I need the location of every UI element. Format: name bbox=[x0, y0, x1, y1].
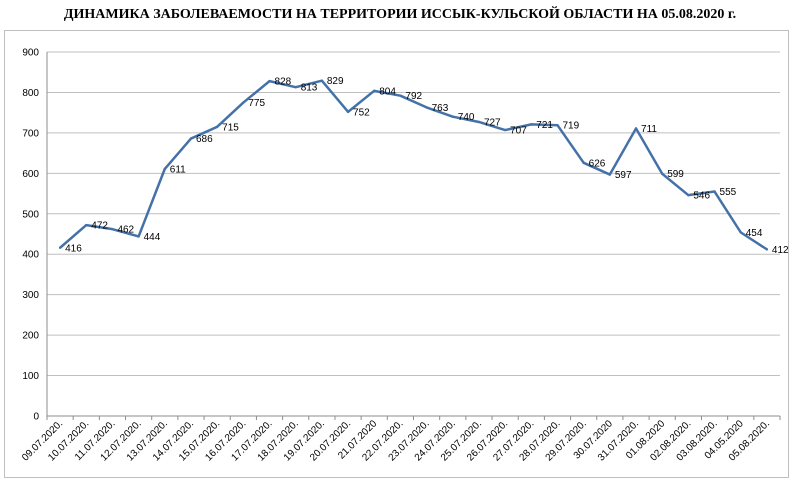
data-label: 828 bbox=[275, 77, 292, 88]
y-tick-label: 400 bbox=[22, 250, 39, 261]
y-tick-label: 900 bbox=[22, 48, 39, 59]
data-label: 462 bbox=[117, 225, 134, 236]
data-point bbox=[739, 231, 742, 234]
series-layer bbox=[58, 79, 769, 251]
data-label: 813 bbox=[301, 83, 318, 94]
data-label: 599 bbox=[667, 169, 684, 180]
data-label: 444 bbox=[144, 232, 161, 243]
y-tick-labels: 0 100 200 300 400 500 600 700 800 900 bbox=[22, 48, 39, 423]
data-point bbox=[451, 115, 454, 118]
data-label: 711 bbox=[641, 124, 657, 135]
data-point bbox=[556, 124, 559, 127]
data-label: 804 bbox=[379, 86, 396, 97]
data-label: 752 bbox=[353, 107, 370, 118]
data-point bbox=[242, 101, 245, 104]
y-tick-label: 300 bbox=[22, 290, 39, 301]
data-label: 719 bbox=[562, 121, 579, 132]
y-tick-label: 700 bbox=[22, 128, 39, 139]
data-label: 626 bbox=[589, 158, 606, 169]
x-tick-labels: 09.07.2020.10.07.2020.11.07.2020.12.07.2… bbox=[20, 418, 772, 463]
data-label: 472 bbox=[91, 221, 108, 232]
chart-title: ДИНАМИКА ЗАБОЛЕВАЕМОСТИ НА ТЕРРИТОРИИ ИС… bbox=[63, 7, 737, 22]
data-point bbox=[268, 79, 271, 83]
series-line bbox=[59, 79, 768, 251]
y-tick-label: 200 bbox=[22, 331, 39, 342]
data-point bbox=[477, 120, 481, 124]
data-point bbox=[660, 172, 664, 175]
data-label: 686 bbox=[196, 134, 213, 145]
data-point bbox=[346, 110, 350, 114]
data-label: 727 bbox=[484, 117, 501, 128]
data-label: 721 bbox=[536, 120, 553, 131]
data-label: 611 bbox=[170, 164, 186, 175]
data-label: 412 bbox=[772, 245, 788, 256]
data-point bbox=[425, 106, 428, 109]
data-point bbox=[634, 127, 638, 130]
data-point bbox=[765, 248, 769, 251]
gridlines bbox=[47, 51, 780, 377]
data-point bbox=[320, 79, 324, 82]
data-label: 775 bbox=[248, 98, 265, 109]
data-label: 555 bbox=[720, 187, 737, 198]
y-tick-label: 600 bbox=[22, 169, 39, 180]
data-label: 707 bbox=[510, 126, 527, 137]
data-point bbox=[137, 235, 140, 238]
data-point bbox=[530, 123, 533, 126]
data-point bbox=[163, 167, 167, 171]
data-point bbox=[399, 94, 402, 97]
line-chart: 0 100 200 300 400 500 600 700 800 900 09.07.2020.… bbox=[20, 48, 788, 464]
data-label: 454 bbox=[746, 228, 763, 239]
data-point bbox=[294, 85, 297, 89]
data-label: 715 bbox=[222, 122, 239, 133]
data-label: 740 bbox=[458, 112, 475, 123]
data-label: 763 bbox=[432, 103, 449, 114]
axes bbox=[46, 52, 781, 420]
data-point bbox=[373, 89, 376, 93]
data-label: 792 bbox=[405, 91, 422, 102]
data-point bbox=[582, 161, 585, 165]
data-point bbox=[58, 246, 62, 249]
data-point bbox=[215, 125, 219, 129]
data-point bbox=[503, 128, 507, 132]
data-point bbox=[189, 137, 193, 140]
data-point bbox=[713, 190, 716, 193]
data-labels: 416 472 462 444 611 686 715 775 828 813 829 752 804 7… bbox=[65, 76, 788, 256]
y-tick-label: 100 bbox=[22, 371, 39, 382]
data-point bbox=[687, 193, 690, 197]
y-tick-label: 500 bbox=[22, 209, 39, 220]
y-tick-label: 800 bbox=[22, 88, 39, 99]
data-point bbox=[85, 223, 88, 227]
data-label: 597 bbox=[615, 170, 632, 181]
chart-frame: 0 100 200 300 400 500 600 700 800 900 09.07.2020.… bbox=[4, 30, 789, 478]
data-label: 829 bbox=[327, 76, 344, 87]
y-tick-label: 0 bbox=[33, 412, 39, 423]
data-label: 416 bbox=[65, 243, 82, 254]
data-point bbox=[111, 227, 114, 231]
data-label: 546 bbox=[693, 191, 710, 202]
data-point bbox=[608, 173, 612, 176]
